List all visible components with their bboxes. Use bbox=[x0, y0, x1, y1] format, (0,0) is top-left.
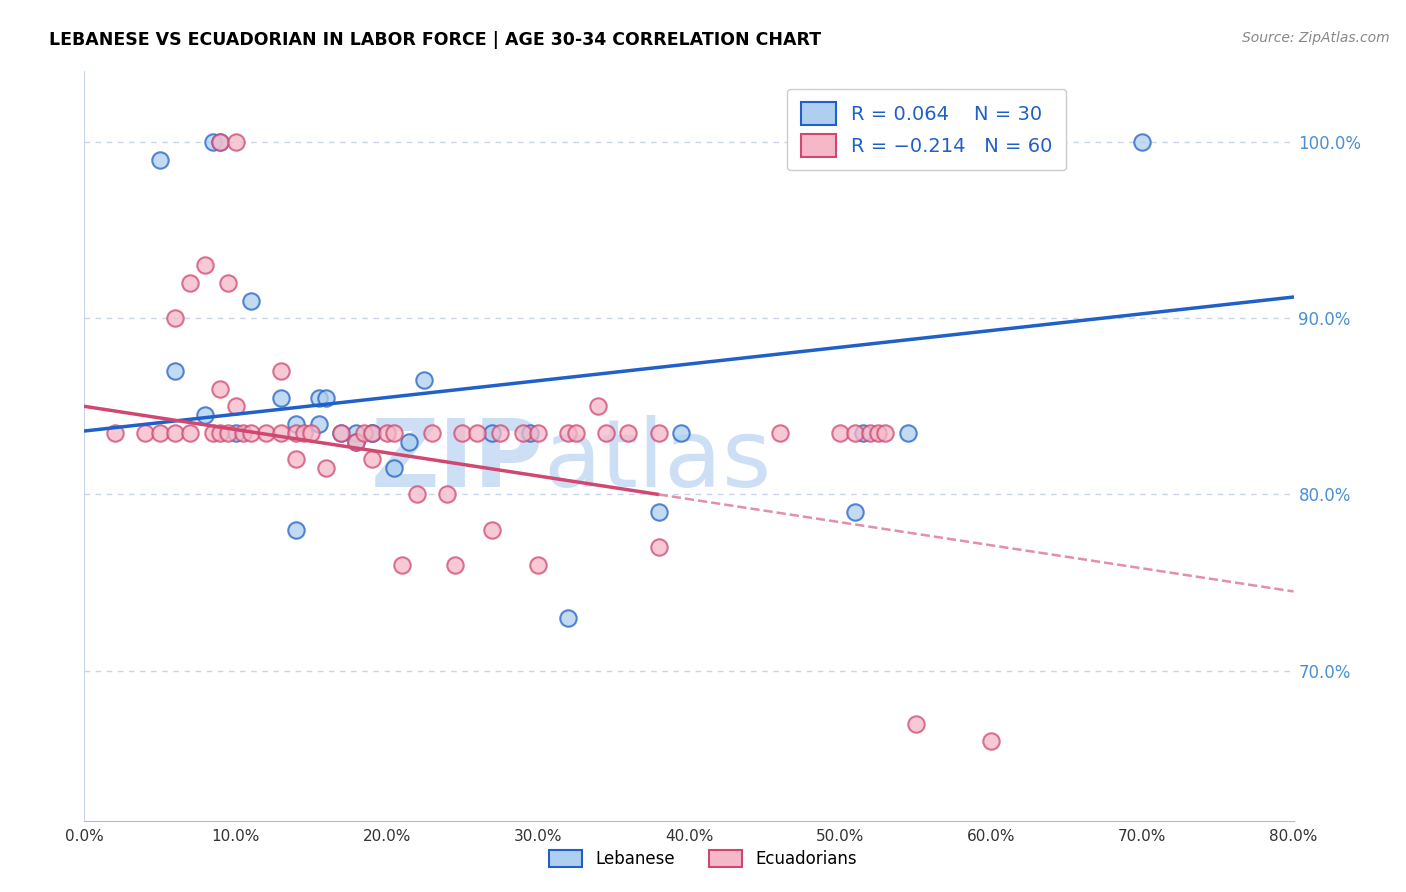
Point bbox=[617, 425, 640, 440]
Point bbox=[360, 425, 382, 440]
Text: Source: ZipAtlas.com: Source: ZipAtlas.com bbox=[1241, 31, 1389, 45]
Point bbox=[232, 425, 254, 440]
Point bbox=[375, 425, 398, 440]
Point bbox=[194, 258, 217, 272]
Point bbox=[315, 461, 337, 475]
Point bbox=[382, 425, 405, 440]
Point bbox=[285, 417, 308, 431]
Point bbox=[588, 400, 610, 414]
Point bbox=[149, 425, 172, 440]
Point bbox=[980, 734, 1002, 748]
Point bbox=[270, 391, 292, 405]
Point bbox=[844, 505, 866, 519]
Point bbox=[595, 425, 617, 440]
Point bbox=[201, 135, 224, 149]
Text: atlas: atlas bbox=[544, 415, 772, 507]
Point bbox=[852, 425, 875, 440]
Point bbox=[217, 425, 239, 440]
Point bbox=[398, 434, 420, 449]
Point bbox=[217, 276, 239, 290]
Point bbox=[360, 452, 382, 467]
Point bbox=[299, 425, 322, 440]
Point bbox=[353, 425, 375, 440]
Point bbox=[648, 505, 671, 519]
Point bbox=[308, 391, 330, 405]
Point bbox=[436, 487, 458, 501]
Point bbox=[413, 373, 436, 387]
Point bbox=[330, 425, 353, 440]
Point bbox=[254, 425, 277, 440]
Point bbox=[346, 434, 368, 449]
Point bbox=[557, 425, 579, 440]
Point bbox=[481, 425, 503, 440]
Point bbox=[330, 425, 353, 440]
Point bbox=[292, 425, 315, 440]
Point bbox=[285, 452, 308, 467]
Point bbox=[179, 276, 201, 290]
Point bbox=[897, 425, 920, 440]
Point bbox=[104, 425, 127, 440]
Point bbox=[285, 425, 308, 440]
Point bbox=[134, 425, 156, 440]
Point bbox=[179, 425, 201, 440]
Point bbox=[830, 425, 852, 440]
Point bbox=[308, 417, 330, 431]
Point bbox=[346, 425, 368, 440]
Point bbox=[564, 425, 586, 440]
Point bbox=[201, 425, 224, 440]
Point bbox=[194, 408, 217, 422]
Point bbox=[209, 425, 232, 440]
Point bbox=[360, 425, 382, 440]
Point bbox=[420, 425, 443, 440]
Point bbox=[209, 135, 232, 149]
Point bbox=[165, 364, 187, 378]
Point bbox=[557, 611, 579, 625]
Point bbox=[648, 541, 671, 555]
Point bbox=[671, 425, 693, 440]
Point bbox=[904, 716, 927, 731]
Point bbox=[875, 425, 897, 440]
Point bbox=[270, 364, 292, 378]
Point bbox=[149, 153, 172, 167]
Point bbox=[451, 425, 474, 440]
Point bbox=[225, 425, 247, 440]
Point bbox=[527, 425, 550, 440]
Point bbox=[239, 293, 262, 308]
Point bbox=[866, 425, 889, 440]
Point bbox=[481, 523, 503, 537]
Point bbox=[512, 425, 534, 440]
Point bbox=[648, 425, 671, 440]
Point bbox=[406, 487, 429, 501]
Point bbox=[165, 311, 187, 326]
Point bbox=[360, 425, 382, 440]
Point bbox=[769, 425, 792, 440]
Point bbox=[527, 558, 550, 572]
Point bbox=[346, 434, 368, 449]
Legend: R = 0.064    N = 30, R = −0.214   N = 60: R = 0.064 N = 30, R = −0.214 N = 60 bbox=[787, 88, 1066, 170]
Point bbox=[467, 425, 489, 440]
Point bbox=[315, 391, 337, 405]
Point bbox=[209, 382, 232, 396]
Point bbox=[209, 135, 232, 149]
Point bbox=[382, 461, 405, 475]
Point bbox=[165, 425, 187, 440]
Point bbox=[519, 425, 541, 440]
Point bbox=[270, 425, 292, 440]
Text: ZIP: ZIP bbox=[371, 415, 544, 507]
Point bbox=[239, 425, 262, 440]
Point bbox=[859, 425, 882, 440]
Point bbox=[285, 523, 308, 537]
Point bbox=[225, 135, 247, 149]
Point bbox=[1130, 135, 1153, 149]
Point bbox=[225, 400, 247, 414]
Point bbox=[844, 425, 866, 440]
Point bbox=[443, 558, 465, 572]
Legend: Lebanese, Ecuadorians: Lebanese, Ecuadorians bbox=[543, 843, 863, 875]
Point bbox=[391, 558, 413, 572]
Text: LEBANESE VS ECUADORIAN IN LABOR FORCE | AGE 30-34 CORRELATION CHART: LEBANESE VS ECUADORIAN IN LABOR FORCE | … bbox=[49, 31, 821, 49]
Point bbox=[489, 425, 512, 440]
